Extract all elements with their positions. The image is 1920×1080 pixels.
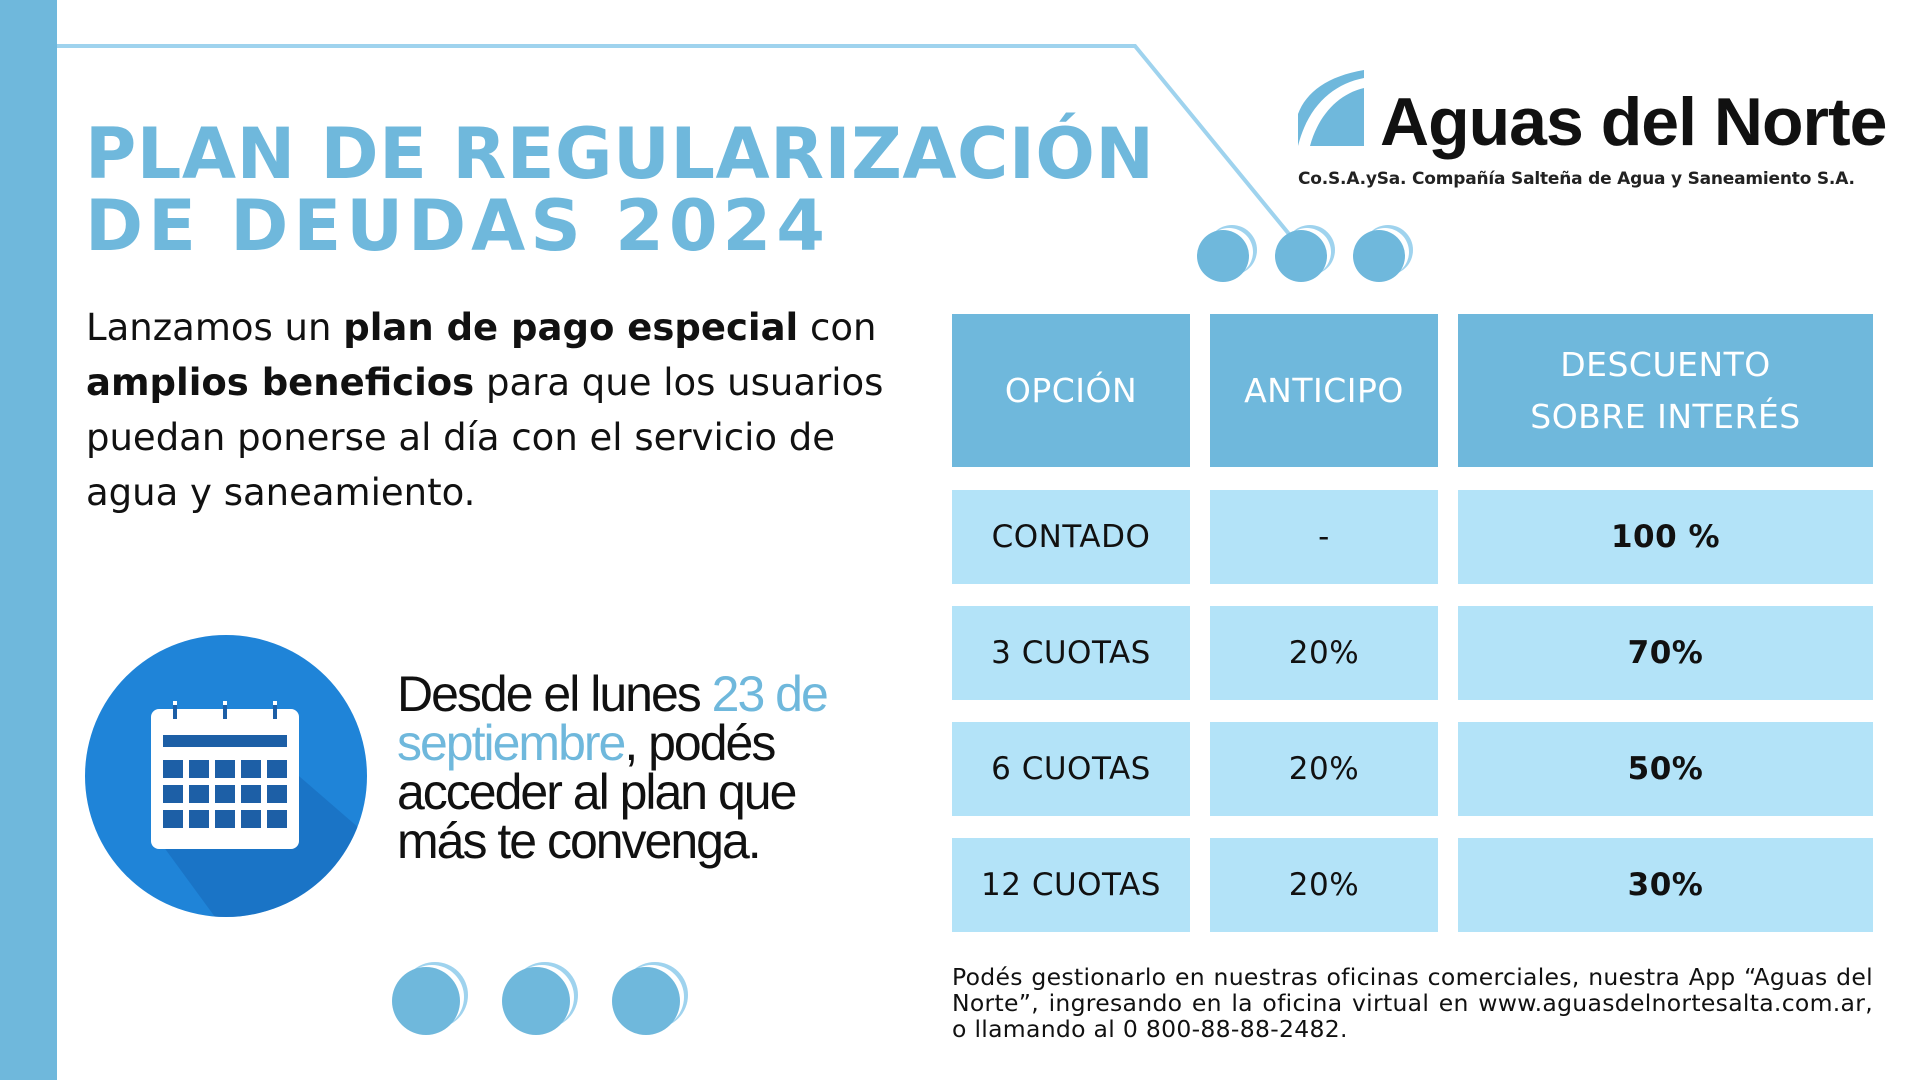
table-header-opcion: OPCIÓN — [952, 314, 1190, 467]
page-title: PLAN DE REGULARIZACIÓN DE DEUDAS 2024 — [85, 118, 1155, 262]
table-cell-descuento: 100 % — [1458, 490, 1873, 584]
table-cell-opcion: 6 CUOTAS — [952, 722, 1190, 816]
footer-contact-text: Podés gestionarlo en nuestras oficinas c… — [952, 963, 1873, 1043]
table-cell-anticipo: 20% — [1210, 606, 1438, 700]
table-cell-descuento: 50% — [1458, 722, 1873, 816]
decorative-dot — [612, 967, 680, 1035]
promo-text-2: , podés acceder al plan que más te conve… — [397, 715, 797, 869]
table-header-anticipo: ANTICIPO — [1210, 314, 1438, 467]
calendar-icon — [151, 701, 367, 917]
decorative-dot — [502, 967, 570, 1035]
decorative-dot — [1353, 230, 1405, 282]
calendar-badge — [85, 635, 367, 917]
intro-text-1: Lanzamos un — [86, 306, 344, 349]
left-accent-bar — [0, 0, 57, 1080]
table-cell-opcion: CONTADO — [952, 490, 1190, 584]
table-cell-opcion: 12 CUOTAS — [952, 838, 1190, 932]
decorative-dot — [1197, 230, 1249, 282]
table-cell-descuento: 30% — [1458, 838, 1873, 932]
intro-bold-1: plan de pago especial — [343, 306, 799, 349]
brand-logo: Aguas del Norte Co.S.A.ySa. Compañía Sal… — [1298, 66, 1887, 196]
table-cell-anticipo: 20% — [1210, 722, 1438, 816]
promo-text: Desde el lunes 23 de septiembre, podés a… — [397, 669, 867, 869]
intro-paragraph: Lanzamos un plan de pago especial con am… — [86, 300, 886, 520]
table-header-descuento: DESCUENTO SOBRE INTERÉS — [1458, 314, 1873, 467]
intro-text-2: con — [798, 306, 877, 349]
promo-text-1: Desde el lunes — [397, 666, 712, 722]
table-cell-opcion: 3 CUOTAS — [952, 606, 1190, 700]
decorative-dot — [392, 967, 460, 1035]
table-cell-anticipo: 20% — [1210, 838, 1438, 932]
decorative-dot — [1275, 230, 1327, 282]
table-cell-anticipo: - — [1210, 490, 1438, 584]
table-cell-descuento: 70% — [1458, 606, 1873, 700]
promo-date: 23 de septiembre — [397, 666, 829, 771]
intro-text-3: para que los usuarios puedan ponerse al … — [86, 361, 884, 514]
title-line-2: DE DEUDAS 2024 — [85, 185, 830, 267]
intro-bold-2: amplios beneficios — [86, 361, 475, 404]
brand-name: Aguas del Norte — [1380, 84, 1887, 160]
title-line-1: PLAN DE REGULARIZACIÓN — [85, 113, 1155, 195]
brand-subtitle: Co.S.A.ySa. Compañía Salteña de Agua y S… — [1298, 169, 1855, 189]
aguas-del-norte-logo-icon — [1298, 66, 1364, 146]
